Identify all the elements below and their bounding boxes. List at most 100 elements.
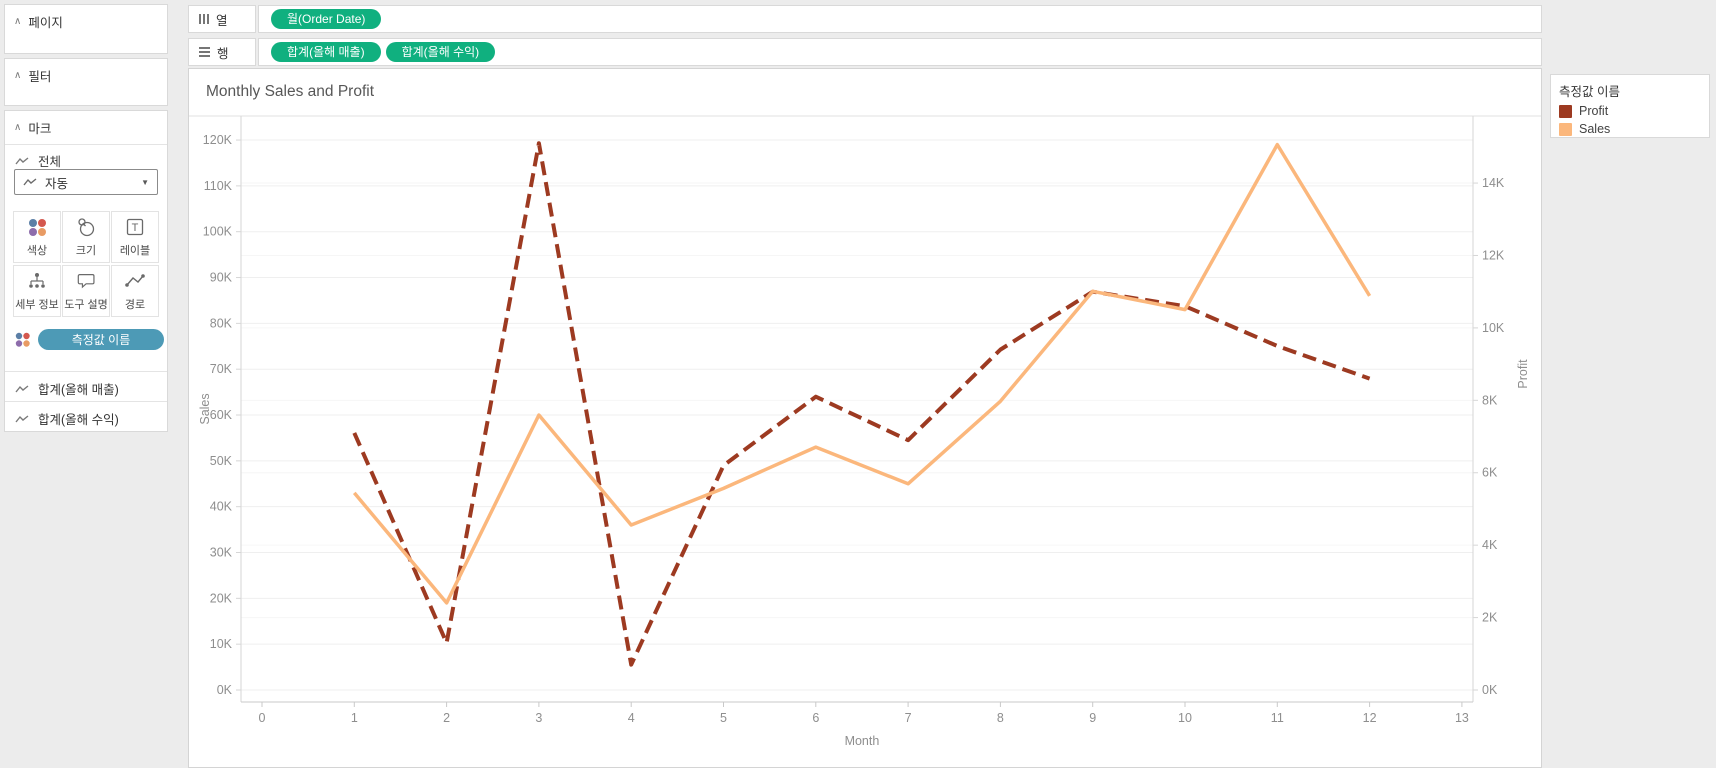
svg-text:30K: 30K (210, 546, 233, 560)
field-row-sales[interactable]: 합계(올해 매출) (5, 371, 167, 405)
svg-text:5: 5 (720, 711, 727, 725)
mark-buttons-grid: 색상 크기 T 레이블 세부 정보 도구 설명 (13, 211, 163, 319)
worksheet-card: Monthly Sales and Profit 0K 10K 20K 30K 40K 5… (188, 68, 1542, 768)
tooltip-button[interactable]: 도구 설명 (62, 265, 110, 317)
filters-title: 필터 (28, 70, 52, 84)
svg-text:T: T (132, 222, 139, 234)
svg-text:6K: 6K (1482, 466, 1498, 480)
legend-title: 측정값 이름 (1559, 85, 1620, 99)
series-sales-line[interactable] (352, 142, 1372, 605)
line-mark-icon (15, 156, 29, 164)
svg-text:10K: 10K (1482, 321, 1505, 335)
tooltip-icon (75, 266, 97, 296)
chart-plot[interactable]: 0K10K20K30K40K50K60K70K80K90K100K110K120… (189, 69, 1541, 767)
color-icon (26, 212, 48, 242)
axis-borders (189, 115, 1541, 703)
legend-swatch (1559, 104, 1572, 118)
gridlines (241, 139, 1473, 691)
tick-marks (236, 139, 1478, 707)
path-button[interactable]: 경로 (111, 265, 159, 317)
svg-text:4: 4 (628, 711, 635, 725)
svg-text:11: 11 (1271, 711, 1284, 725)
marks-title: 마크 (28, 122, 52, 136)
svg-text:80K: 80K (210, 316, 233, 330)
svg-text:20K: 20K (210, 591, 233, 605)
detail-button[interactable]: 세부 정보 (13, 265, 61, 317)
columns-icon (199, 14, 209, 24)
sheet-title: Monthly Sales and Profit (206, 83, 375, 100)
mark-type-value: 자동 (45, 176, 69, 191)
svg-text:10K: 10K (210, 637, 233, 651)
legend-items: Profit Sales (1559, 104, 1701, 136)
collapse-caret-icon: ∧ (14, 15, 22, 27)
chevron-down-icon: ▼ (141, 177, 149, 187)
svg-text:50K: 50K (210, 454, 233, 468)
svg-text:120K: 120K (203, 133, 233, 147)
collapse-caret-icon: ∧ (14, 69, 22, 81)
color-icon (15, 332, 30, 347)
line-mark-icon (15, 414, 29, 422)
legend-item-sales[interactable]: Sales (1559, 122, 1701, 136)
axis-titles: Sales Profit Month (198, 359, 1530, 748)
shelf-pill[interactable]: 합계(올해 매출) (271, 42, 381, 62)
field-row-profit[interactable]: 합계(올해 수익) (5, 401, 167, 435)
filters-card: ∧ 필터 (4, 58, 168, 106)
legend-swatch (1559, 122, 1572, 136)
svg-text:4K: 4K (1482, 538, 1498, 552)
legend-label: Profit (1579, 104, 1609, 118)
pages-card: ∧ 페이지 (4, 4, 168, 54)
rows-shelf-label: 행 (188, 38, 256, 66)
collapse-caret-icon: ∧ (14, 121, 22, 133)
shelf-pill[interactable]: 합계(올해 수익) (385, 42, 496, 62)
color-shelf-row: 측정값 이름 (14, 329, 164, 350)
svg-text:13: 13 (1455, 711, 1469, 725)
size-button[interactable]: 크기 (62, 211, 110, 263)
x-tick-labels: 0 1 2 3 4 5 6 7 8 9 10 11 12 13 (259, 711, 1469, 725)
legend-item-profit[interactable]: Profit (1559, 104, 1701, 118)
svg-text:14K: 14K (1482, 176, 1505, 190)
svg-text:1: 1 (351, 711, 358, 725)
mark-type-dropdown[interactable]: 자동 ▼ (14, 169, 158, 195)
svg-text:Month: Month (845, 734, 880, 748)
color-legend-card: 측정값 이름 Profit Sales (1550, 74, 1710, 138)
filters-card-header[interactable]: ∧ 필터 (5, 59, 167, 92)
svg-text:2K: 2K (1482, 611, 1498, 625)
series-profit-line[interactable] (352, 141, 1371, 667)
pages-title: 페이지 (28, 16, 63, 30)
label-button[interactable]: T 레이블 (111, 211, 159, 263)
svg-text:12K: 12K (1482, 248, 1505, 262)
svg-text:8K: 8K (1482, 393, 1498, 407)
legend-label: Sales (1579, 122, 1611, 136)
svg-text:3: 3 (535, 711, 542, 725)
columns-shelf-label: 열 (188, 5, 256, 33)
line-mark-icon (23, 178, 37, 186)
pages-card-header[interactable]: ∧ 페이지 (5, 5, 167, 38)
color-button[interactable]: 색상 (13, 211, 61, 263)
marks-all-label: 전체 (38, 155, 62, 169)
svg-text:0K: 0K (217, 683, 233, 697)
svg-text:8: 8 (997, 711, 1004, 725)
shelf-pill[interactable]: 월(Order Date) (271, 9, 382, 29)
svg-text:100K: 100K (203, 225, 233, 239)
measure-names-pill[interactable]: 측정값 이름 (38, 329, 164, 350)
svg-text:2: 2 (443, 711, 450, 725)
marks-all-row[interactable]: 전체 (5, 144, 167, 176)
svg-text:10: 10 (1178, 711, 1192, 725)
svg-text:7: 7 (905, 711, 912, 725)
svg-text:9: 9 (1089, 711, 1096, 725)
detail-icon (26, 266, 48, 296)
svg-text:6: 6 (812, 711, 819, 725)
columns-shelf[interactable]: 월(Order Date) (258, 5, 1542, 33)
label-icon: T (124, 212, 146, 242)
svg-text:40K: 40K (210, 500, 233, 514)
svg-text:12: 12 (1363, 711, 1377, 725)
right-tick-labels: 0K 2K 4K 6K 8K 10K 12K 14K (1482, 176, 1505, 697)
rows-shelf[interactable]: 합계(올해 매출) 합계(올해 수익) (258, 38, 1542, 66)
svg-text:110K: 110K (204, 179, 233, 193)
line-mark-icon (15, 384, 29, 392)
size-icon (75, 212, 97, 242)
svg-text:0K: 0K (1482, 683, 1498, 697)
marks-card-header[interactable]: ∧ 마크 (5, 111, 167, 144)
svg-text:Sales: Sales (198, 393, 212, 424)
